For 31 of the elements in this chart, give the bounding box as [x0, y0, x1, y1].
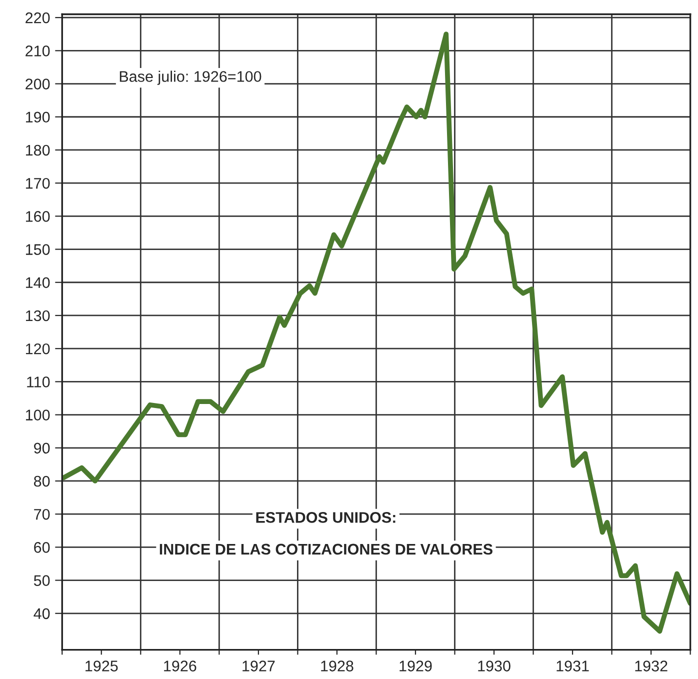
y-tick-label: 220: [26, 12, 50, 24]
y-tick-label: 200: [26, 78, 50, 90]
x-tick-label: 1925: [86, 660, 118, 672]
annotation: Base julio: 1926=100: [120, 70, 262, 85]
y-tick-label: 40: [34, 608, 50, 620]
y-tick-label: 180: [26, 144, 50, 156]
x-tick-label: 1932: [635, 660, 668, 672]
x-tick-label: 1930: [478, 660, 510, 672]
y-tick-label: 120: [26, 343, 50, 354]
y-tick-label: 90: [34, 442, 50, 454]
y-tick-label: 50: [34, 575, 50, 586]
y-tick-label: 170: [26, 178, 50, 189]
y-tick-label: 160: [26, 211, 50, 222]
y-tick-label: 60: [34, 542, 50, 553]
x-tick-label: 1928: [321, 660, 354, 672]
text: INDICE DE LAS COTIZACIONES DE VALORES: [160, 544, 492, 555]
y-tick-label: 150: [26, 244, 50, 255]
y-tick-label: 210: [26, 46, 50, 56]
y-tick-label: 140: [26, 277, 50, 288]
y-tick-label: 80: [34, 476, 50, 487]
y-tick-label: 130: [26, 310, 50, 322]
x-tick-label: 1927: [242, 660, 275, 672]
text: ESTADOS UNIDOS:: [256, 512, 396, 523]
line-series: [62, 32, 690, 634]
y-tick-label: 70: [34, 508, 50, 520]
x-tick-label: 1931: [556, 660, 589, 672]
y-tick-label: 110: [27, 376, 50, 388]
x-tick-label: 1929: [400, 660, 432, 672]
x-tick-label: 1926: [164, 660, 196, 672]
y-tick-label: 190: [26, 112, 50, 123]
y-tick-label: 100: [26, 410, 50, 420]
